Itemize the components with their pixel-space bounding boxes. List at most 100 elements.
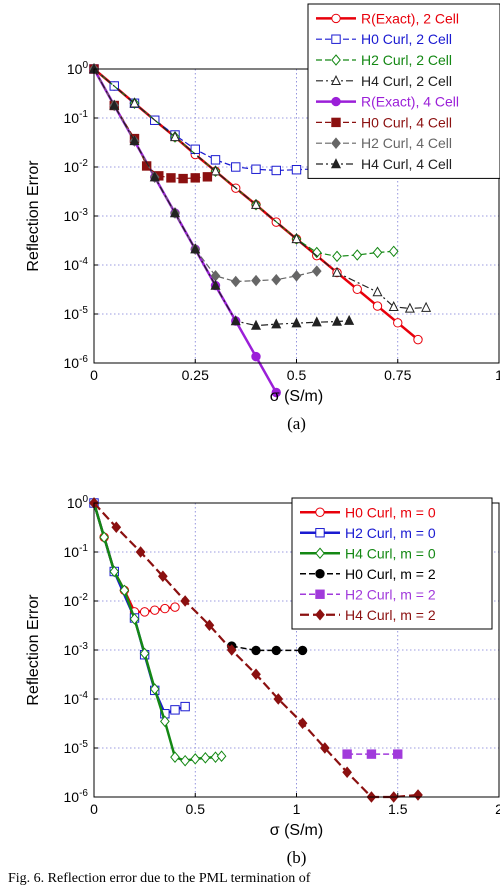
data-point xyxy=(273,693,284,705)
data-point xyxy=(170,602,180,612)
legend-entry: H2 Curl, 2 Cell xyxy=(361,52,452,68)
x-tick-label: 0 xyxy=(90,801,98,817)
data-point xyxy=(271,165,281,176)
data-point xyxy=(251,668,261,681)
data-point xyxy=(251,645,261,656)
legend-box xyxy=(307,3,500,179)
series-5 xyxy=(342,749,403,759)
data-point xyxy=(139,607,150,617)
legend-swatch-marker xyxy=(315,569,325,579)
data-point xyxy=(319,742,330,754)
legend-swatch-marker xyxy=(331,13,341,24)
data-point xyxy=(291,270,302,282)
x-tick-label: 0.75 xyxy=(384,367,411,383)
y-tick-label: 10-5 xyxy=(64,739,89,756)
data-point xyxy=(421,301,432,312)
y-tick-label: 10-4 xyxy=(64,690,89,707)
data-point xyxy=(251,274,261,287)
data-point xyxy=(111,521,122,534)
data-point xyxy=(271,645,281,656)
data-point xyxy=(342,749,352,759)
data-point xyxy=(129,97,140,108)
legend-swatch-marker xyxy=(331,137,341,149)
data-point xyxy=(204,619,215,632)
legend-swatch-marker xyxy=(331,54,341,66)
data-point xyxy=(271,273,282,286)
data-point xyxy=(231,162,241,172)
series-line xyxy=(231,645,303,652)
data-point xyxy=(129,135,140,146)
legend-entry: H4 Curl, m = 2 xyxy=(345,607,436,623)
legend-entry: H4 Curl, 2 Cell xyxy=(361,73,452,89)
data-point xyxy=(230,275,241,288)
data-point xyxy=(160,715,170,728)
y-tick-label: 10-4 xyxy=(64,256,89,273)
data-point xyxy=(352,284,362,294)
data-point xyxy=(291,233,302,244)
data-point xyxy=(413,334,423,345)
data-point xyxy=(311,265,322,277)
legend-swatch-marker xyxy=(331,117,341,128)
data-point xyxy=(331,266,343,277)
data-point xyxy=(190,173,200,183)
data-point xyxy=(99,531,109,544)
data-point xyxy=(190,243,201,254)
legend-entry: H0 Curl, 4 Cell xyxy=(361,114,452,130)
data-point xyxy=(170,751,180,763)
legend-swatch-marker xyxy=(331,34,341,44)
series-4 xyxy=(227,641,308,656)
data-point xyxy=(210,165,221,176)
data-point xyxy=(388,245,399,258)
data-point xyxy=(169,131,181,142)
legend-entry: H0 Curl, m = 0 xyxy=(345,504,436,520)
legend-entry: H2 Curl, m = 0 xyxy=(345,525,436,541)
data-point xyxy=(150,605,160,615)
data-point xyxy=(169,207,181,218)
data-point xyxy=(342,766,352,779)
data-point xyxy=(216,750,227,762)
data-point xyxy=(157,570,168,583)
data-point xyxy=(109,99,120,110)
y-tick-label: 10-6 xyxy=(64,354,89,371)
data-point xyxy=(180,754,190,767)
data-point xyxy=(250,319,262,330)
legend-swatch-marker xyxy=(315,608,325,621)
data-point xyxy=(251,164,261,174)
x-tick-label: 1.5 xyxy=(388,801,408,817)
legend-box xyxy=(291,497,493,630)
panel-label: (a) xyxy=(287,414,306,433)
y-tick-label: 10-3 xyxy=(64,641,89,658)
x-tick-label: 2 xyxy=(495,801,500,817)
legend-swatch-marker xyxy=(315,528,325,538)
data-point xyxy=(180,701,190,712)
data-point xyxy=(210,279,221,290)
data-point xyxy=(230,315,241,326)
data-point xyxy=(271,387,281,398)
data-point xyxy=(352,249,363,261)
data-point xyxy=(180,595,190,607)
data-point xyxy=(226,644,237,656)
data-point xyxy=(202,172,213,182)
x-axis-label: σ (S/m) xyxy=(270,822,323,839)
x-axis-label: σ (S/m) xyxy=(270,388,323,405)
data-point xyxy=(393,318,403,328)
data-point xyxy=(372,286,383,297)
x-tick-label: 0.5 xyxy=(186,801,206,817)
legend: R(Exact), 2 Cell H0 Curl, 2 Cell H2 Curl, … xyxy=(307,3,500,179)
legend-entry: H4 Curl, m = 0 xyxy=(345,545,436,561)
legend: H0 Curl, m = 0 H2 Curl, m = 0 H4 Curl, m =… xyxy=(291,497,493,630)
data-point xyxy=(372,246,383,259)
data-point xyxy=(271,318,282,329)
data-point xyxy=(332,250,342,263)
legend-swatch-marker xyxy=(315,589,325,599)
data-point xyxy=(344,314,355,325)
data-point xyxy=(393,749,403,759)
data-point xyxy=(331,315,343,326)
chart-panel-b: 0 0.5 1 1.5 2 100 10-1 10-2 10-3 10-4 10-5 10-6 σ (S… xyxy=(25,494,500,867)
y-axis-label: Reflection Error xyxy=(25,160,42,272)
data-point xyxy=(366,749,377,759)
y-tick-label: 10-5 xyxy=(64,305,89,322)
legend-entry: H0 Curl, 2 Cell xyxy=(361,31,452,47)
legend-swatch-marker xyxy=(330,74,342,85)
